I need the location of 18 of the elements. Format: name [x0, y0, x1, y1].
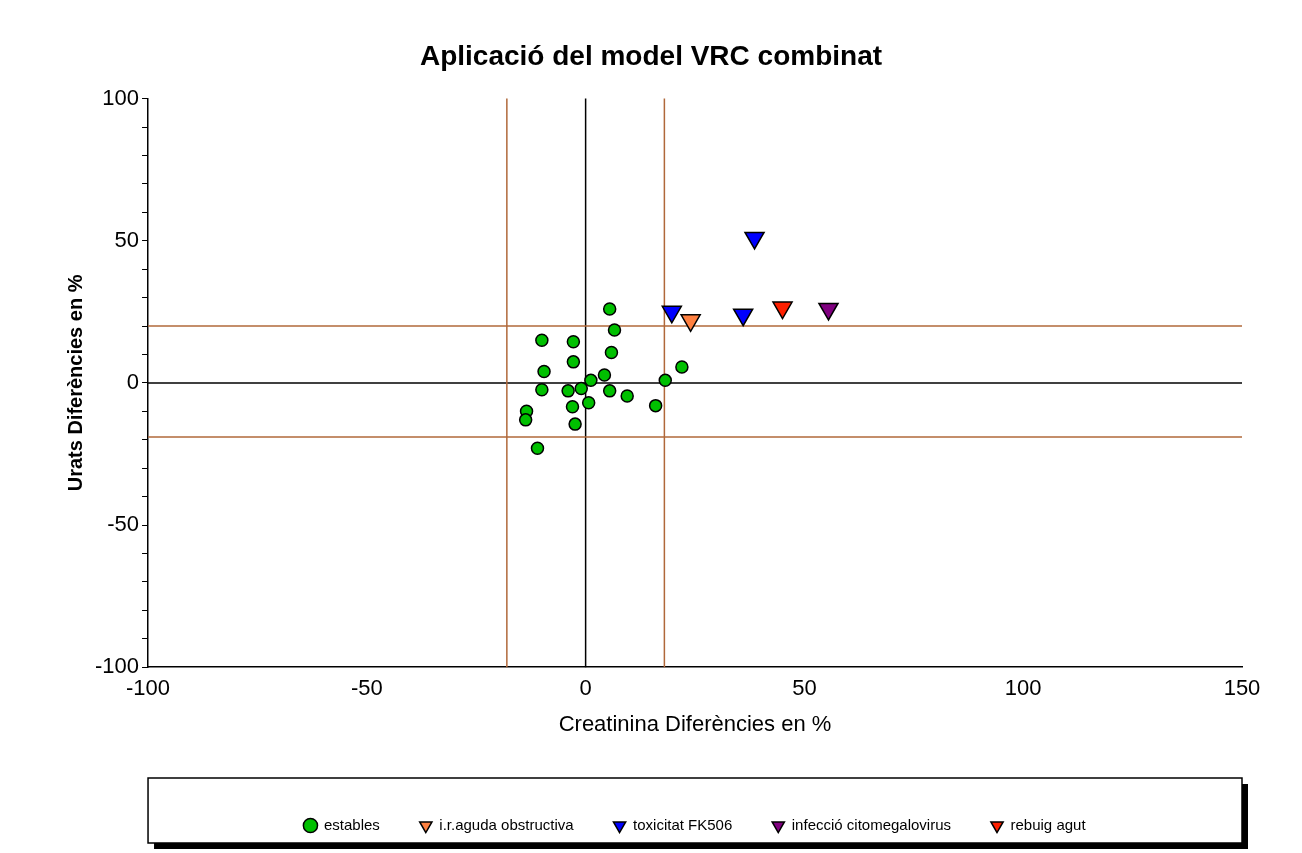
y-tick-label: 100: [102, 84, 140, 110]
y-tick-label: -50: [107, 511, 140, 537]
legend-label: estables: [323, 815, 380, 833]
legend-label: i.r.aguda obstructiva: [439, 815, 575, 833]
chart-title: Aplicació del model VRC combinat: [419, 39, 883, 71]
y-tick-label: 50: [114, 226, 140, 252]
legend-label: toxicitat FK506: [633, 815, 733, 833]
y-axis-title: Urats Diferències en %: [63, 274, 86, 492]
x-tick-label: 100: [1004, 675, 1042, 701]
x-tick-label: -50: [350, 675, 383, 701]
y-tick-label: 0: [126, 368, 140, 394]
x-axis-title: Creatinina Diferències en %: [558, 710, 832, 736]
legend-label: infecció citomegalovirus: [791, 815, 952, 833]
x-tick-label: 0: [579, 675, 592, 701]
legend-label: rebuig agut: [1010, 815, 1087, 833]
x-tick-label: 150: [1223, 675, 1261, 701]
x-tick-label: 50: [792, 675, 817, 701]
y-tick-label: -100: [94, 653, 140, 679]
